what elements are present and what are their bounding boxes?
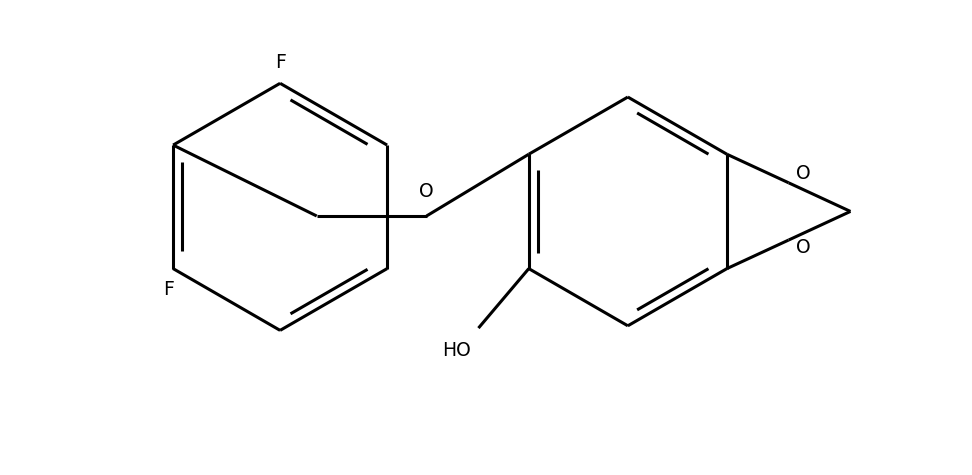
Text: HO: HO bbox=[442, 341, 471, 360]
Text: O: O bbox=[796, 164, 811, 183]
Text: O: O bbox=[796, 238, 811, 257]
Text: F: F bbox=[163, 280, 174, 299]
Text: O: O bbox=[419, 182, 434, 201]
Text: F: F bbox=[275, 53, 286, 72]
